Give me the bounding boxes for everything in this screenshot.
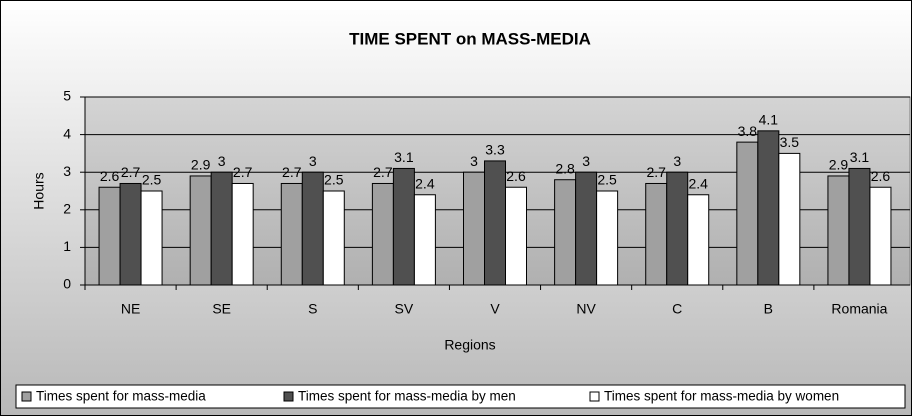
bar (413, 194, 436, 286)
data-label: 4.1 (759, 112, 779, 128)
legend (15, 384, 906, 409)
x-tick-label: C (672, 301, 682, 317)
data-label: 3.3 (485, 142, 505, 158)
y-tick-label: 4 (63, 125, 71, 141)
bar (280, 182, 303, 286)
legend-label: Times spent for mass-media by men (298, 389, 516, 404)
y-tick-label: 3 (63, 163, 71, 179)
bar (210, 171, 233, 286)
bar (596, 190, 619, 286)
data-label: 3 (218, 153, 226, 169)
x-tick-label: NV (576, 301, 596, 317)
bar (736, 141, 759, 286)
bar (371, 182, 394, 286)
legend-label: Times spent for mass-media (36, 389, 206, 404)
data-label: 3 (582, 153, 590, 169)
data-label: 3.8 (738, 123, 758, 139)
bar (301, 171, 324, 286)
bar (869, 186, 892, 286)
data-label: 2.5 (597, 172, 617, 188)
bar (463, 171, 485, 286)
data-label: 2.6 (506, 168, 526, 184)
data-label: 2.5 (324, 172, 344, 188)
data-label: 2.7 (646, 164, 666, 180)
data-label: 2.7 (282, 164, 302, 180)
data-label: 3 (470, 153, 478, 169)
bar (666, 171, 689, 286)
data-label: 2.9 (191, 157, 211, 173)
bar (231, 182, 254, 286)
y-tick-label: 1 (63, 238, 71, 254)
data-label: 2.6 (871, 168, 891, 184)
bar (778, 152, 801, 286)
data-label: 2.4 (688, 175, 708, 191)
data-label: 3 (673, 153, 681, 169)
x-tick-label: SV (395, 301, 414, 317)
bar (827, 175, 850, 286)
data-label: 2.7 (373, 164, 393, 180)
data-label: 2.7 (121, 164, 141, 180)
data-label: 3.5 (780, 134, 800, 150)
x-tick-label: V (490, 301, 500, 317)
data-label: 3 (309, 153, 317, 169)
bar (140, 190, 163, 286)
data-label: 2.7 (233, 164, 253, 180)
x-tick-label: Romania (831, 301, 887, 317)
bar (98, 186, 121, 286)
bar (484, 160, 506, 286)
x-tick-label: S (308, 301, 317, 317)
y-tick-label: 5 (63, 88, 71, 104)
y-tick-label: 0 (63, 276, 71, 292)
y-tick-label: 2 (63, 201, 71, 217)
bar (575, 171, 598, 286)
data-label: 2.8 (555, 160, 575, 176)
bar (687, 194, 710, 286)
bar (645, 182, 668, 286)
x-tick-label: NE (121, 301, 140, 317)
bar (392, 167, 415, 286)
bar (505, 186, 527, 286)
data-label: 3.1 (394, 149, 414, 165)
data-label: 2.4 (415, 175, 435, 191)
bar (119, 182, 142, 286)
x-axis-label: Regions (444, 337, 495, 353)
data-label: 3.1 (850, 149, 870, 165)
x-tick-label: B (764, 301, 773, 317)
bar (848, 167, 871, 286)
bar (554, 179, 577, 286)
data-label: 2.9 (829, 157, 849, 173)
chart-title: TIME SPENT on MASS-MEDIA (349, 29, 591, 48)
bar (757, 130, 780, 286)
legend-swatch (589, 391, 600, 402)
legend-swatch (283, 391, 294, 402)
data-label: 2.5 (142, 172, 162, 188)
legend-label: Times spent for mass-media by women (604, 389, 839, 404)
bar (189, 175, 212, 286)
bar (322, 190, 345, 286)
data-label: 2.6 (100, 168, 120, 184)
x-tick-label: SE (212, 301, 231, 317)
y-axis-label: Hours (31, 172, 47, 209)
legend-swatch (21, 391, 32, 402)
